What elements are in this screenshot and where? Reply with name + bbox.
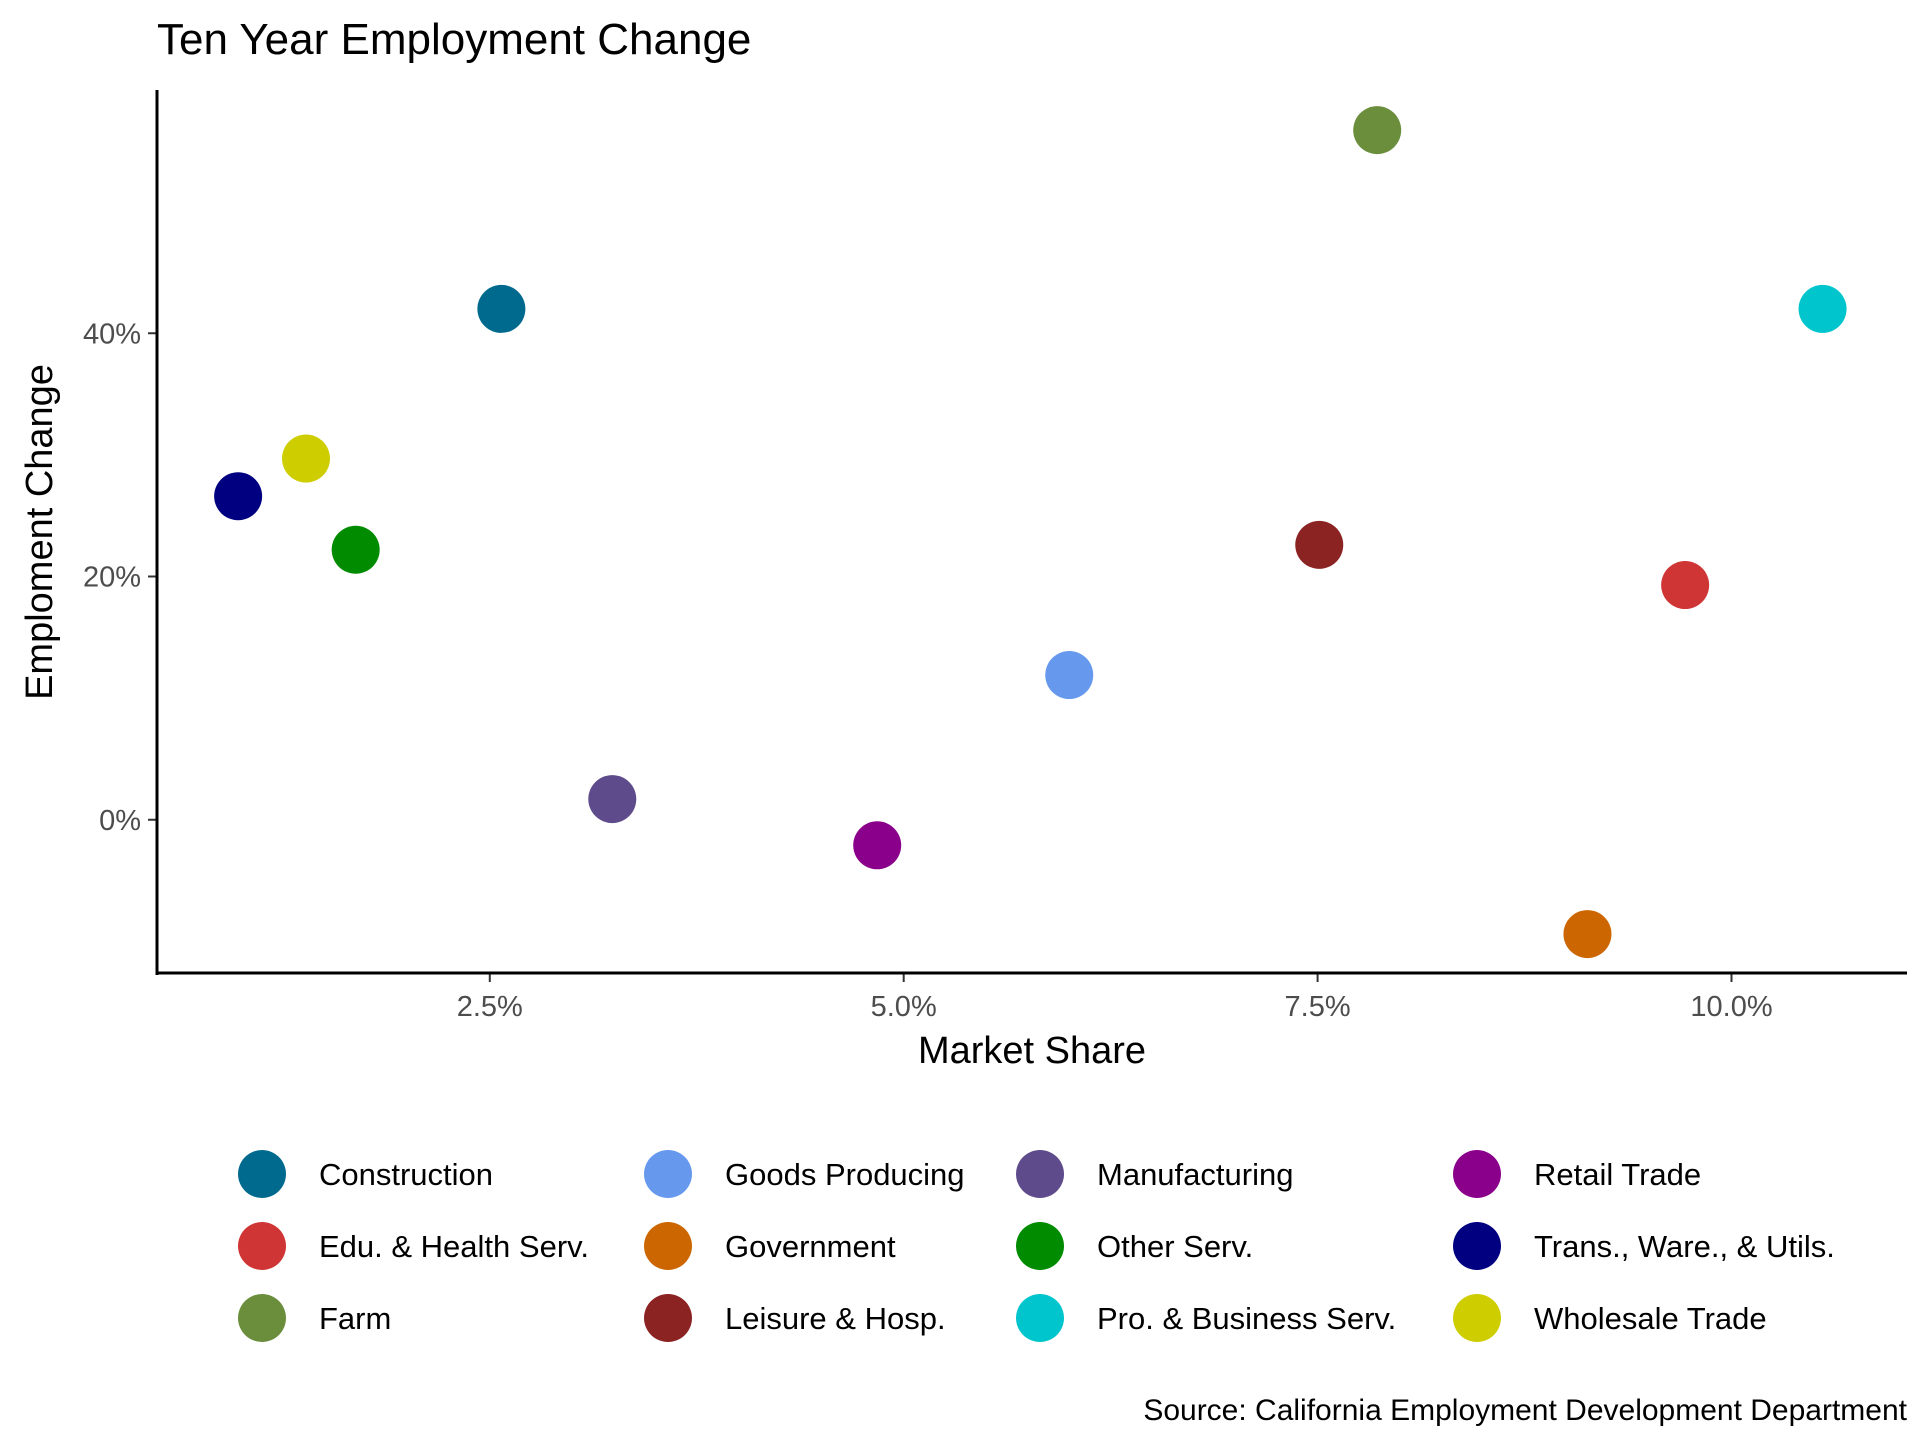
legend-label: Other Serv. xyxy=(1097,1229,1253,1264)
point-retail-trade xyxy=(853,821,902,870)
legend-label: Construction xyxy=(319,1157,493,1192)
legend-item: Other Serv. xyxy=(1016,1222,1253,1270)
legend-item: Manufacturing xyxy=(1016,1150,1293,1198)
legend-item: Edu. & Health Serv. xyxy=(238,1222,589,1270)
legend-item: Goods Producing xyxy=(644,1150,965,1198)
legend-label: Retail Trade xyxy=(1534,1157,1701,1192)
point-edu-health-serv xyxy=(1661,561,1710,610)
legend-label: Leisure & Hosp. xyxy=(725,1301,946,1336)
legend-key xyxy=(1453,1294,1501,1342)
legend-key xyxy=(644,1294,692,1342)
legend-label: Goods Producing xyxy=(725,1157,965,1192)
legend-key xyxy=(1453,1222,1501,1270)
data-points xyxy=(214,106,1847,959)
legend-key xyxy=(238,1222,286,1270)
point-construction xyxy=(477,284,526,333)
x-axis-ticks: 2.5% 5.0% 7.5% 10.0% xyxy=(457,973,1773,1023)
legend-label: Trans., Ware., & Utils. xyxy=(1534,1229,1835,1264)
point-pro-business-serv xyxy=(1798,284,1847,333)
point-other-serv xyxy=(331,525,380,574)
y-tick-label: 40% xyxy=(83,318,141,350)
legend-key xyxy=(238,1150,286,1198)
legend-label: Wholesale Trade xyxy=(1534,1301,1767,1336)
legend-key xyxy=(1016,1294,1064,1342)
legend-key xyxy=(1016,1150,1064,1198)
y-axis-ticks: 0% 20% 40% xyxy=(83,318,157,837)
legend-key xyxy=(644,1150,692,1198)
x-tick-label: 5.0% xyxy=(871,991,937,1023)
legend-label: Edu. & Health Serv. xyxy=(319,1229,589,1264)
legend: Construction Edu. & Health Serv. Farm Goods… xyxy=(238,1150,1835,1342)
y-axis-label: Emploment Change xyxy=(19,364,61,700)
y-tick-label: 20% xyxy=(83,562,141,594)
x-tick-label: 7.5% xyxy=(1285,991,1351,1023)
legend-item: Farm xyxy=(238,1294,391,1342)
legend-label: Government xyxy=(725,1229,896,1264)
legend-item: Pro. & Business Serv. xyxy=(1016,1294,1396,1342)
point-wholesale-trade xyxy=(282,434,331,483)
legend-item: Leisure & Hosp. xyxy=(644,1294,946,1342)
x-axis-label: Market Share xyxy=(918,1030,1146,1072)
legend-item: Wholesale Trade xyxy=(1453,1294,1767,1342)
x-tick-label: 10.0% xyxy=(1690,991,1772,1023)
chart-title: Ten Year Employment Change xyxy=(157,15,751,64)
legend-item: Construction xyxy=(238,1150,493,1198)
legend-key xyxy=(1453,1150,1501,1198)
point-goods-producing xyxy=(1045,651,1094,700)
x-tick-label: 2.5% xyxy=(457,991,523,1023)
legend-key xyxy=(238,1294,286,1342)
legend-key xyxy=(644,1222,692,1270)
legend-item: Government xyxy=(644,1222,896,1270)
point-farm xyxy=(1353,106,1402,155)
legend-label: Farm xyxy=(319,1301,391,1336)
point-leisure-hosp xyxy=(1295,520,1344,569)
legend-item: Trans., Ware., & Utils. xyxy=(1453,1222,1835,1270)
legend-key xyxy=(1016,1222,1064,1270)
point-manufacturing xyxy=(588,775,637,824)
point-trans-ware-utils xyxy=(214,472,263,521)
legend-item: Retail Trade xyxy=(1453,1150,1701,1198)
y-tick-label: 0% xyxy=(99,805,141,837)
source-caption: Source: California Employment Developmen… xyxy=(1143,1394,1907,1427)
legend-label: Manufacturing xyxy=(1097,1157,1293,1192)
legend-label: Pro. & Business Serv. xyxy=(1097,1301,1396,1336)
point-government xyxy=(1563,910,1612,959)
